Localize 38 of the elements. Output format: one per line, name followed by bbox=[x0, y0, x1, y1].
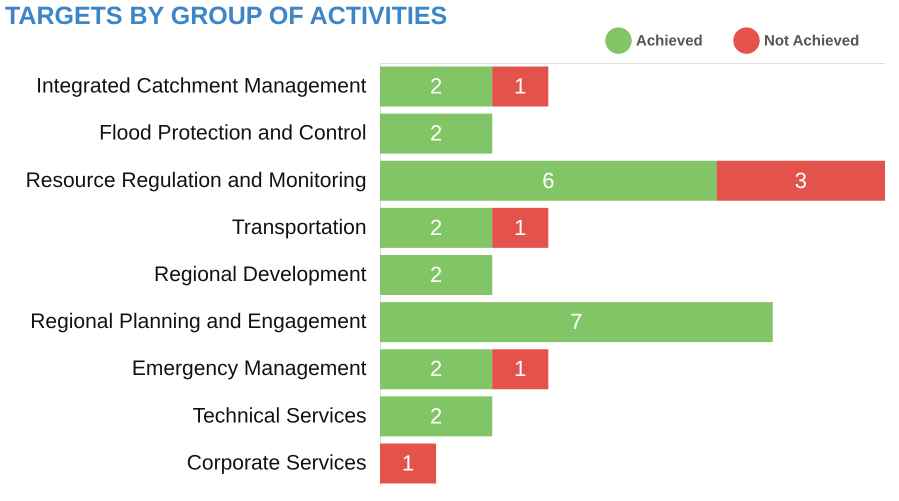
bar bbox=[380, 349, 492, 390]
bar bbox=[716, 160, 885, 201]
y-tick-label: Emergency Management bbox=[132, 357, 367, 380]
bar bbox=[492, 66, 548, 107]
data-label: 2 bbox=[430, 262, 442, 287]
bar bbox=[380, 114, 492, 154]
y-tick-label: Transportation bbox=[232, 216, 366, 239]
data-label: 1 bbox=[514, 214, 526, 240]
bar bbox=[380, 160, 717, 201]
y-tick-label: Regional Development bbox=[154, 263, 367, 286]
bar bbox=[380, 66, 492, 107]
data-label: 2 bbox=[430, 74, 442, 99]
data-label: 1 bbox=[402, 450, 414, 476]
bar bbox=[492, 208, 548, 248]
y-tick-label: Integrated Catchment Management bbox=[36, 74, 367, 98]
chart-title: TARGETS BY GROUP OF ACTIVITIES bbox=[5, 2, 448, 30]
bar bbox=[380, 396, 492, 436]
data-label: 1 bbox=[514, 356, 526, 382]
bar bbox=[380, 302, 773, 342]
data-label: 2 bbox=[430, 403, 442, 428]
y-tick-label: Corporate Services bbox=[186, 451, 366, 474]
y-tick-label: Regional Planning and Engagement bbox=[30, 310, 367, 334]
bar bbox=[380, 208, 492, 248]
legend-label: Not Achieved bbox=[764, 32, 860, 50]
y-tick-label: Flood Protection and Control bbox=[99, 122, 366, 145]
bar bbox=[380, 255, 492, 295]
y-tick-label: Technical Services bbox=[192, 404, 366, 428]
data-label: 2 bbox=[430, 120, 442, 146]
data-label: 1 bbox=[514, 74, 526, 99]
bar bbox=[380, 443, 436, 484]
data-label: 2 bbox=[430, 356, 442, 382]
data-label: 6 bbox=[542, 168, 554, 193]
bar bbox=[492, 349, 548, 390]
data-label: 3 bbox=[794, 168, 807, 193]
data-label: 7 bbox=[570, 309, 583, 334]
data-label: 2 bbox=[430, 214, 442, 240]
y-tick-label: Resource Regulation and Monitoring bbox=[26, 168, 366, 192]
legend-label: Achieved bbox=[636, 32, 703, 50]
